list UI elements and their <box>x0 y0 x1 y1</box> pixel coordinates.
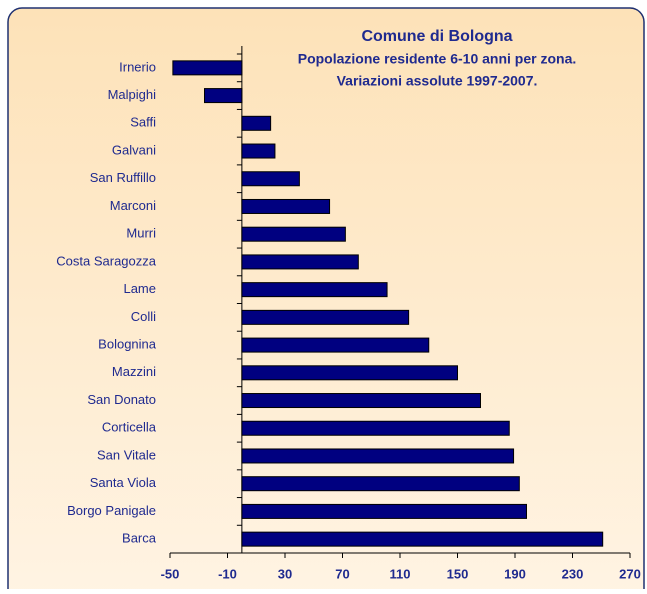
bar <box>241 420 510 436</box>
y-tick-label: Murri <box>126 226 156 241</box>
bar <box>241 476 520 492</box>
y-tick-label: Costa Saragozza <box>56 253 156 268</box>
y-tick-label: Barca <box>122 531 157 546</box>
y-tick-label: Mazzini <box>112 364 156 379</box>
y-tick-label: San Donato <box>87 392 156 407</box>
bar <box>241 143 276 159</box>
bar <box>241 198 331 214</box>
x-tick-label: 190 <box>504 566 526 581</box>
y-tick-label: Colli <box>131 309 156 324</box>
x-tick-label: -10 <box>218 566 237 581</box>
bar <box>241 309 410 325</box>
y-tick-label: Corticella <box>102 420 157 435</box>
y-tick-label: Saffi <box>130 115 156 130</box>
chart-title: Comune di Bologna <box>361 28 512 45</box>
bar <box>241 503 527 519</box>
bar <box>241 171 300 187</box>
y-tick-label: Irnerio <box>119 59 156 74</box>
bar <box>172 60 243 76</box>
x-tick-label: 110 <box>390 566 411 581</box>
y-tick-label: San Vitale <box>97 447 156 462</box>
y-tick-label: Malpighi <box>108 87 157 102</box>
bar <box>241 115 272 131</box>
x-tick-label: 230 <box>562 566 584 581</box>
y-tick-label: Galvani <box>112 142 156 157</box>
x-tick-label: -50 <box>161 566 180 581</box>
bar <box>241 254 359 270</box>
y-tick-label: Lame <box>123 281 156 296</box>
bar <box>241 226 346 242</box>
chart-subtitle: Variazioni assolute 1997-2007. <box>337 73 538 89</box>
bar <box>241 393 481 409</box>
chart-subtitle: Popolazione residente 6-10 anni per zona… <box>298 51 577 67</box>
x-tick-label: 70 <box>335 566 349 581</box>
bar <box>241 448 515 464</box>
bar <box>204 88 243 104</box>
bar <box>241 365 458 381</box>
y-tick-label: Santa Viola <box>90 475 157 490</box>
x-tick-label: 270 <box>619 566 641 581</box>
x-tick-label: 30 <box>278 566 292 581</box>
bar <box>241 337 430 353</box>
chart-background <box>7 7 645 594</box>
y-tick-label: San Ruffillo <box>90 170 156 185</box>
bar <box>241 531 604 547</box>
y-tick-label: Marconi <box>110 198 156 213</box>
y-tick-label: Borgo Panigale <box>67 503 156 518</box>
y-tick-label: Bolognina <box>98 337 157 352</box>
x-tick-label: 150 <box>447 566 469 581</box>
bar <box>241 282 388 298</box>
